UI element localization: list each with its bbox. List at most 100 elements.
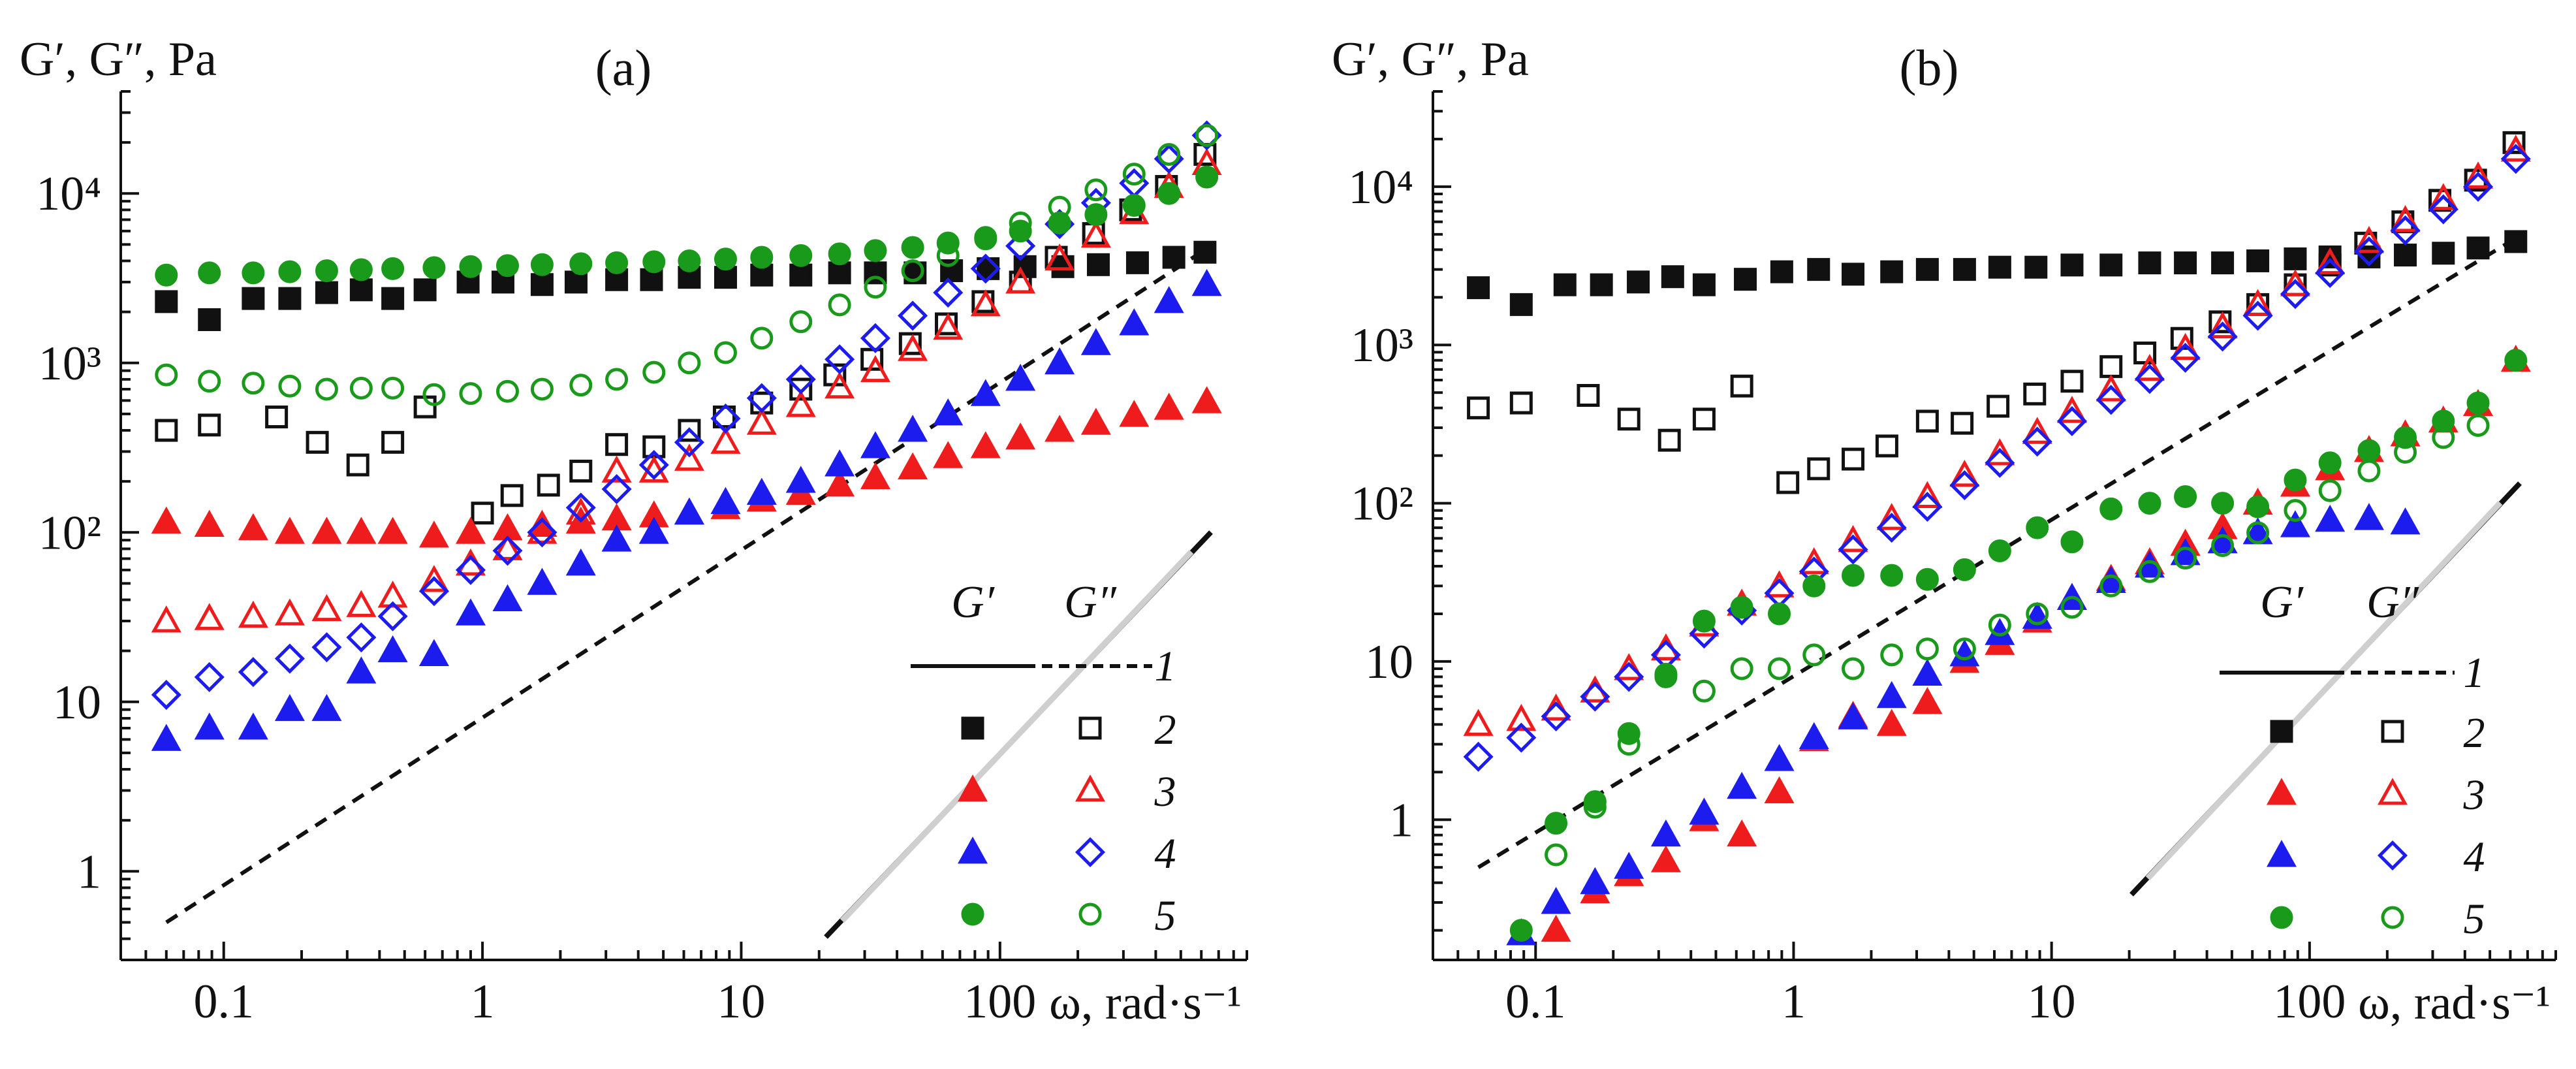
series-5-gprime-point (1953, 558, 1976, 581)
series-4-gdoubleprime-point (274, 643, 305, 674)
series-3-gprime-point (238, 513, 268, 541)
panel-title: (a) (595, 39, 652, 96)
series-2-gdoubleprime-point (2023, 382, 2047, 406)
series-5-gprime-point (422, 256, 446, 279)
series-4-gprime-point (674, 497, 704, 525)
series-4-gprime-point (1080, 328, 1111, 355)
legend-header-gdoubleprime: G″ (1064, 577, 1117, 628)
series-5-gdoubleprime-point (974, 227, 997, 251)
series-4-gdoubleprime-point (2207, 321, 2238, 352)
series-3-gprime-point (933, 441, 964, 468)
series-4-gdoubleprime-point (1005, 231, 1036, 261)
series-4-gprime-point (565, 548, 596, 576)
series-4-gprime-point (492, 584, 523, 612)
y-tick-label: 1 (77, 845, 101, 899)
series-2-gprime-point (940, 259, 964, 283)
series-5-gdoubleprime-point (1583, 795, 1607, 819)
legend-marker-gdoubleprime (1078, 716, 1102, 740)
legend-marker-gdoubleprime (2381, 906, 2404, 929)
series-2-gdoubleprime-point (471, 502, 494, 525)
series-5-gprime-point (242, 261, 265, 285)
series-2-gprime-point (530, 273, 554, 296)
series-2-gprime-point (2211, 251, 2235, 275)
series-3-gdoubleprime-point (377, 581, 408, 608)
series-3-gprime-point (527, 509, 558, 537)
series-4-gdoubleprime-point (746, 383, 777, 413)
series-3-gdoubleprime-point (1985, 438, 2015, 466)
legend-marker-gdoubleprime (2377, 840, 2408, 871)
y-tick-label: 10 (1365, 635, 1413, 689)
series-2-gdoubleprime-point (971, 290, 995, 313)
series-5-gprime-point (459, 255, 482, 278)
series-4-gdoubleprime-point (2500, 144, 2531, 174)
series-4-gprime-point (825, 449, 855, 477)
x-axis-title: ω, rad·s⁻¹ (2358, 976, 2551, 1030)
series-3-gprime-point (346, 517, 377, 544)
legend-header-gprime: G′ (951, 577, 996, 628)
series-4-gdoubleprime-point (346, 622, 377, 653)
series-4-gprime-point (638, 517, 669, 544)
series-3-gdoubleprime-point (1912, 481, 1943, 509)
series-3-gdoubleprime-point (1838, 525, 1868, 552)
series-5-gdoubleprime-point (901, 259, 924, 283)
series-3-gprime-point (377, 517, 408, 544)
y-tick-label: 10⁴ (36, 167, 101, 221)
panel-b-chart: 0.1 1 10 100 1 10 10² 10³ 10⁴ G′, G″, Pa (b) ω, rad… (1332, 33, 2557, 1030)
series-2-gdoubleprime-point (1987, 394, 2010, 418)
series-3-gdoubleprime-point (825, 371, 855, 399)
series-3-gdoubleprime-point (418, 565, 449, 592)
series-2-gprime-point (1842, 263, 1865, 286)
series-5-gdoubleprime-point (2026, 602, 2049, 626)
series-5-gprime-point (2026, 516, 2049, 539)
series-3-gdoubleprime-point (492, 533, 523, 560)
series-2-gdoubleprime-point (789, 377, 813, 401)
series-3-gdoubleprime-point (2353, 226, 2384, 253)
series-4-gprime-point (970, 379, 1001, 406)
legend-marker-gprime (2270, 720, 2293, 743)
series-2-gdoubleprime-point (381, 430, 405, 454)
series-5-gprime-point (2211, 492, 2235, 515)
series-3-gdoubleprime-point (1463, 709, 1494, 736)
series-4-gprime-point (1798, 722, 1829, 750)
legend-marker-gprime (961, 716, 984, 740)
series-4-gprime-point (1727, 771, 1757, 799)
series-3-gdoubleprime-point (2500, 135, 2531, 162)
series-4-gdoubleprime-point (455, 554, 486, 585)
series-2-gprime-point (2099, 253, 2123, 277)
series-5-gprime-point (901, 236, 924, 259)
series-2-gprime-point (1953, 258, 1976, 281)
series-2-gprime-point (278, 287, 302, 310)
series-5-gprime-point (864, 239, 887, 263)
series-5-gdoubleprime-point (1009, 211, 1032, 234)
series-4-gprime-point (1876, 680, 1907, 709)
series-2-gprime-point (714, 266, 737, 289)
series-4-gprime-point (1838, 702, 1868, 729)
series-4-gprime-point (1689, 797, 1720, 825)
series-4-gprime-point (1119, 308, 1150, 336)
series-3-gprime-point (194, 509, 225, 537)
series-3-gdoubleprime-point (746, 407, 777, 435)
x-tick-label: 1 (1782, 975, 1806, 1029)
x-tick-label: 10 (717, 975, 765, 1029)
series-2-gprime-point (1627, 270, 1650, 294)
series-4-gprime-point (710, 487, 741, 515)
series-3-gdoubleprime-point (1614, 653, 1644, 680)
series-4-gdoubleprime-point (1580, 681, 1610, 712)
series-5-gprime-point (2174, 485, 2197, 509)
series-3-gprime-point (1154, 392, 1184, 420)
series-2-gprime-point (828, 261, 851, 285)
series-2-gdoubleprime-point (1509, 391, 1533, 415)
series-2-gprime-point (640, 268, 663, 291)
series-5-gprime-point (714, 247, 737, 271)
series-5-gdoubleprime-point (605, 368, 629, 391)
series-4-gdoubleprime-point (860, 323, 890, 353)
series-4-gprime-point (1764, 744, 1795, 771)
series-3-gprime-point (898, 452, 928, 480)
series-5-gprime-point (1009, 219, 1032, 243)
series-4-gprime-point (1614, 852, 1644, 879)
series-3-gprime-point (860, 462, 890, 490)
series-5-gdoubleprime-point (569, 374, 593, 397)
series-5-gprime-point (750, 246, 774, 269)
series-2-gdoubleprime-point (1657, 428, 1681, 452)
series-5-gdoubleprime-point (1802, 643, 1826, 667)
